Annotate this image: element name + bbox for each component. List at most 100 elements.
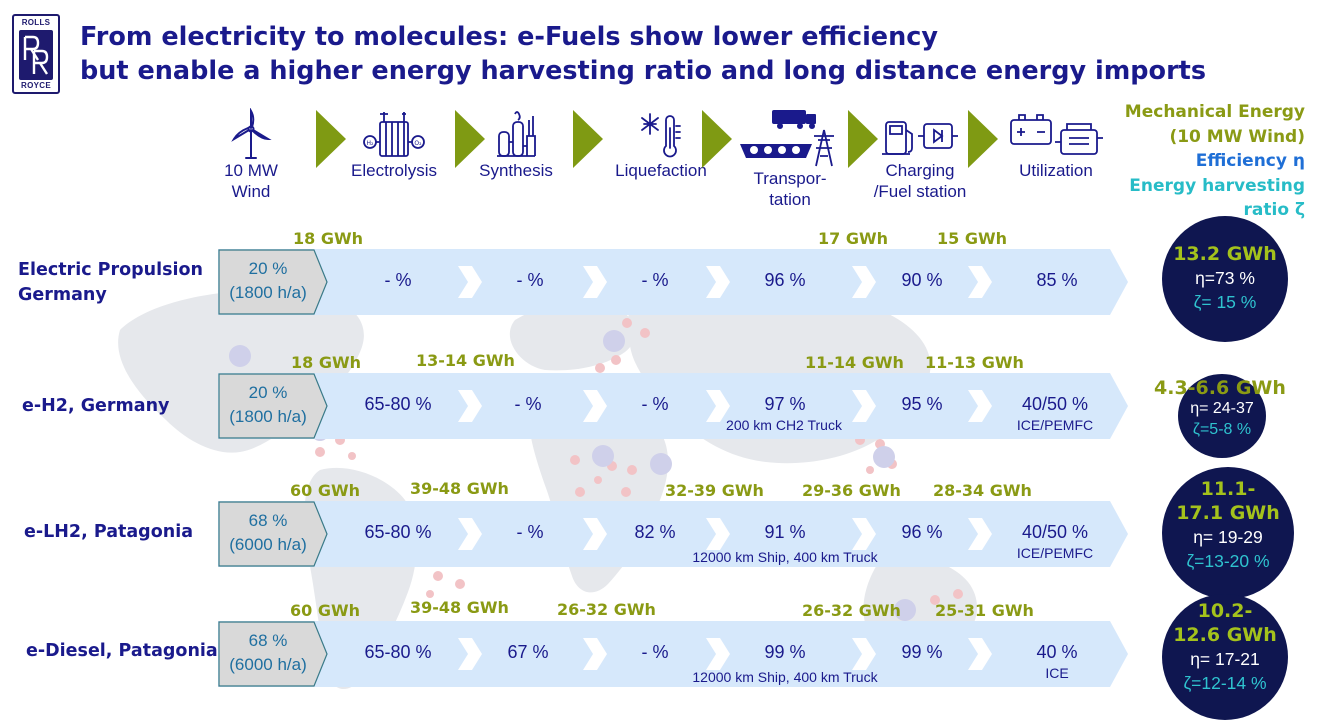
rolls-royce-logo: ROLLS ROYCE	[12, 14, 60, 94]
cryogenic-thermometer-icon	[641, 113, 681, 158]
logo-text-bottom: ROYCE	[21, 81, 51, 90]
stage-charging-label-1: Charging	[885, 161, 955, 180]
stage-electrolysis-label: Electrolysis	[351, 161, 437, 180]
result-harvesting-ratio: ζ=12-14 %	[1183, 673, 1267, 693]
row-label-e-lh2-patagonia: e-LH2, Patagonia	[24, 522, 194, 542]
stage-liquefaction: Liquefaction	[606, 108, 716, 181]
energy-after-electrolysis: 39-48 GWh	[410, 598, 509, 617]
rr-monogram-icon	[19, 30, 53, 80]
process-band-row-2	[218, 373, 1128, 439]
result-efficiency: η= 24-37	[1190, 400, 1254, 417]
capacity-factor: 68 %	[248, 631, 288, 650]
stage-synthesis-label: Synthesis	[479, 161, 553, 180]
energy-after-transport: 11-13 GWh	[925, 353, 1024, 372]
capacity-factor: 20 %	[248, 259, 288, 278]
result-circle-row-1: 13.2 GWh η=73 % ζ= 15 %	[1162, 216, 1288, 342]
efficiency-electrolysis: - %	[384, 270, 412, 290]
wind-turbine-icon	[231, 108, 272, 159]
row-label-line-1: Electric Propulsion	[18, 260, 204, 280]
legend-mechanical-1: Mechanical Energy	[1124, 102, 1305, 122]
efficiency-utilization: 40/50 %	[1021, 522, 1089, 542]
utilization-note: ICE	[1045, 665, 1069, 681]
stage-electrolysis: H₂ O₂ Electrolysis	[346, 108, 442, 181]
row-label-line-2: Germany	[18, 285, 107, 305]
result-harvesting-ratio: ζ= 15 %	[1193, 292, 1257, 312]
efficiency-utilization: 40/50 %	[1021, 394, 1089, 414]
energy-after-electrolysis: 13-14 GWh	[416, 351, 515, 370]
efficiency-liquefaction: - %	[641, 270, 669, 290]
full-load-hours: (1800 h/a)	[229, 283, 307, 302]
result-circle-row-3: 11.1- 17.1 GWh η= 19-29 ζ=13-20 %	[1162, 467, 1294, 599]
result-harvesting-ratio: ζ=5-8 %	[1192, 421, 1252, 438]
result-energy-line-2: 12.6 GWh	[1173, 624, 1277, 646]
result-energy-line-2: 17.1 GWh	[1176, 502, 1280, 524]
energy-after-synthesis: 26-32 GWh	[557, 600, 656, 619]
energy-after-transport: 15 GWh	[937, 229, 1008, 248]
stage-arrow-4	[702, 110, 732, 168]
legend-efficiency: Efficiency η	[1195, 151, 1305, 171]
efficiency-transport: 99 %	[764, 642, 806, 662]
efficiency-fuel-station: 96 %	[901, 522, 943, 542]
transport-note: 12000 km Ship, 400 km Truck	[692, 549, 878, 565]
energy-start: 60 GWh	[290, 601, 361, 620]
result-energy: 13.2 GWh	[1173, 243, 1277, 265]
efficiency-synthesis: - %	[516, 522, 544, 542]
electrolyzer-icon: H₂ O₂	[363, 112, 425, 157]
stage-transportation-label-1: Transpor-	[753, 169, 827, 188]
process-band-row-1	[218, 249, 1128, 315]
stage-utilization: Utilization	[1006, 108, 1106, 181]
energy-after-liquefaction: 17 GWh	[818, 229, 889, 248]
battery-engine-icon	[1010, 114, 1103, 155]
truck-ship-pylon-icon	[740, 110, 834, 167]
efficiency-fuel-station: 95 %	[901, 394, 943, 414]
efficiency-utilization: 85 %	[1036, 270, 1078, 290]
result-circle-row-4: 10.2- 12.6 GWh η= 17-21 ζ=12-14 %	[1162, 594, 1288, 720]
fuel-charging-station-icon	[882, 121, 958, 155]
stage-synthesis: Synthesis	[476, 108, 556, 181]
title-line-2: but enable a higher energy harvesting ra…	[80, 56, 1207, 86]
result-harvesting-ratio: ζ=13-20 %	[1186, 551, 1270, 571]
stage-arrow-6	[968, 110, 998, 168]
efficiency-electrolysis: 65-80 %	[364, 394, 432, 414]
energy-after-transport: 28-34 GWh	[933, 481, 1032, 500]
stage-wind-label-2: Wind	[231, 182, 271, 201]
efficiency-liquefaction: 82 %	[634, 522, 676, 542]
transport-note: 200 km CH2 Truck	[726, 417, 842, 433]
stage-charging: Charging /Fuel station	[870, 108, 970, 202]
result-energy-line-1: 11.1-	[1200, 478, 1256, 500]
efficiency-synthesis: - %	[514, 394, 542, 414]
full-load-hours: (1800 h/a)	[229, 407, 307, 426]
energy-start: 60 GWh	[290, 481, 361, 500]
utilization-note: ICE/PEMFC	[1016, 545, 1094, 561]
svg-text:O₂: O₂	[414, 140, 422, 147]
efficiency-transport: 91 %	[764, 522, 806, 542]
efficiency-liquefaction: - %	[641, 394, 669, 414]
full-load-hours: (6000 h/a)	[229, 655, 307, 674]
stage-liquefaction-label: Liquefaction	[615, 161, 707, 180]
energy-after-liquefaction: 26-32 GWh	[802, 601, 901, 620]
page-title: From electricity to molecules: e-Fuels s…	[80, 20, 1206, 88]
stage-arrow-1	[316, 110, 346, 168]
efficiency-transport: 97 %	[764, 394, 806, 414]
stage-transportation-label-2: tation	[769, 190, 811, 209]
stage-arrow-2	[455, 110, 485, 168]
efficiency-transport: 96 %	[764, 270, 806, 290]
energy-after-synthesis: 32-39 GWh	[665, 481, 764, 500]
process-band-row-4	[218, 621, 1128, 687]
efficiency-electrolysis: 65-80 %	[364, 642, 432, 662]
energy-start: 18 GWh	[293, 229, 364, 248]
legend: Mechanical Energy (10 MW Wind) Efficienc…	[1125, 100, 1305, 223]
result-efficiency: η= 17-21	[1190, 649, 1260, 669]
title-line-1: From electricity to molecules: e-Fuels s…	[80, 22, 938, 52]
row-label-e-h2-germany: e-H2, Germany	[22, 396, 170, 416]
capacity-factor-box-row-1: 20 % (1800 h/a)	[218, 249, 328, 315]
full-load-hours: (6000 h/a)	[229, 535, 307, 554]
result-energy-row-2: 4.3-6.6 GWh	[1154, 377, 1286, 399]
row-label-e-diesel-patagonia: e-Diesel, Patagonia	[26, 641, 218, 661]
efficiency-fuel-station: 90 %	[901, 270, 943, 290]
energy-start: 18 GWh	[291, 353, 362, 372]
efficiency-electrolysis: 65-80 %	[364, 522, 432, 542]
transport-note: 12000 km Ship, 400 km Truck	[692, 669, 878, 685]
stage-charging-label-2: /Fuel station	[873, 182, 967, 201]
capacity-factor: 20 %	[248, 383, 288, 402]
